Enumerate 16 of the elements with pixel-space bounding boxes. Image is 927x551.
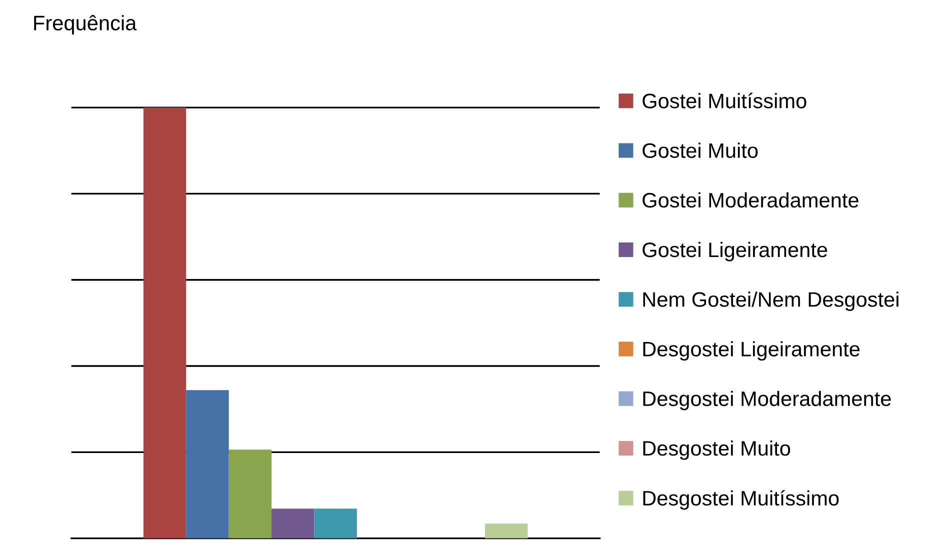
bar (186, 390, 229, 538)
bar (143, 108, 186, 538)
legend-label: Nem Gostei/Nem Desgostei (643, 292, 898, 311)
legend-label: Gostei Ligeiramente (642, 242, 828, 262)
legend-label: Gostei Muitíssimo (642, 92, 806, 108)
bar (272, 508, 314, 538)
legend-label: Desgostei Muitíssimo (643, 490, 839, 510)
bar (228, 450, 272, 538)
legend-label: Desgostei Moderadamente (643, 390, 891, 410)
legend-label: Desgostei Ligeiramente (643, 341, 860, 361)
legend-label: Desgostei Muito (643, 440, 790, 460)
bar (485, 524, 528, 538)
legend-label: Gostei Muito (642, 142, 758, 158)
y-axis-title: Frequência (34, 15, 137, 35)
legend-label: Gostei Moderadamente (642, 192, 858, 208)
bar (314, 508, 357, 538)
